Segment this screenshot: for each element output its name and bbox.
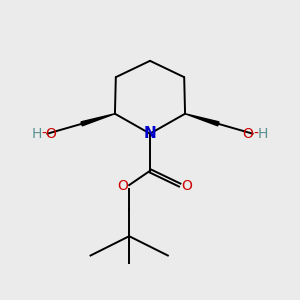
Text: O: O (45, 127, 56, 141)
Text: H: H (257, 127, 268, 141)
Text: -: - (41, 127, 46, 141)
Text: N: N (144, 126, 156, 141)
Polygon shape (81, 114, 115, 126)
Text: O: O (117, 179, 128, 193)
Text: O: O (181, 179, 192, 193)
Text: O: O (243, 127, 254, 141)
Text: -: - (253, 127, 258, 141)
Text: H: H (31, 127, 42, 141)
Polygon shape (185, 114, 219, 126)
